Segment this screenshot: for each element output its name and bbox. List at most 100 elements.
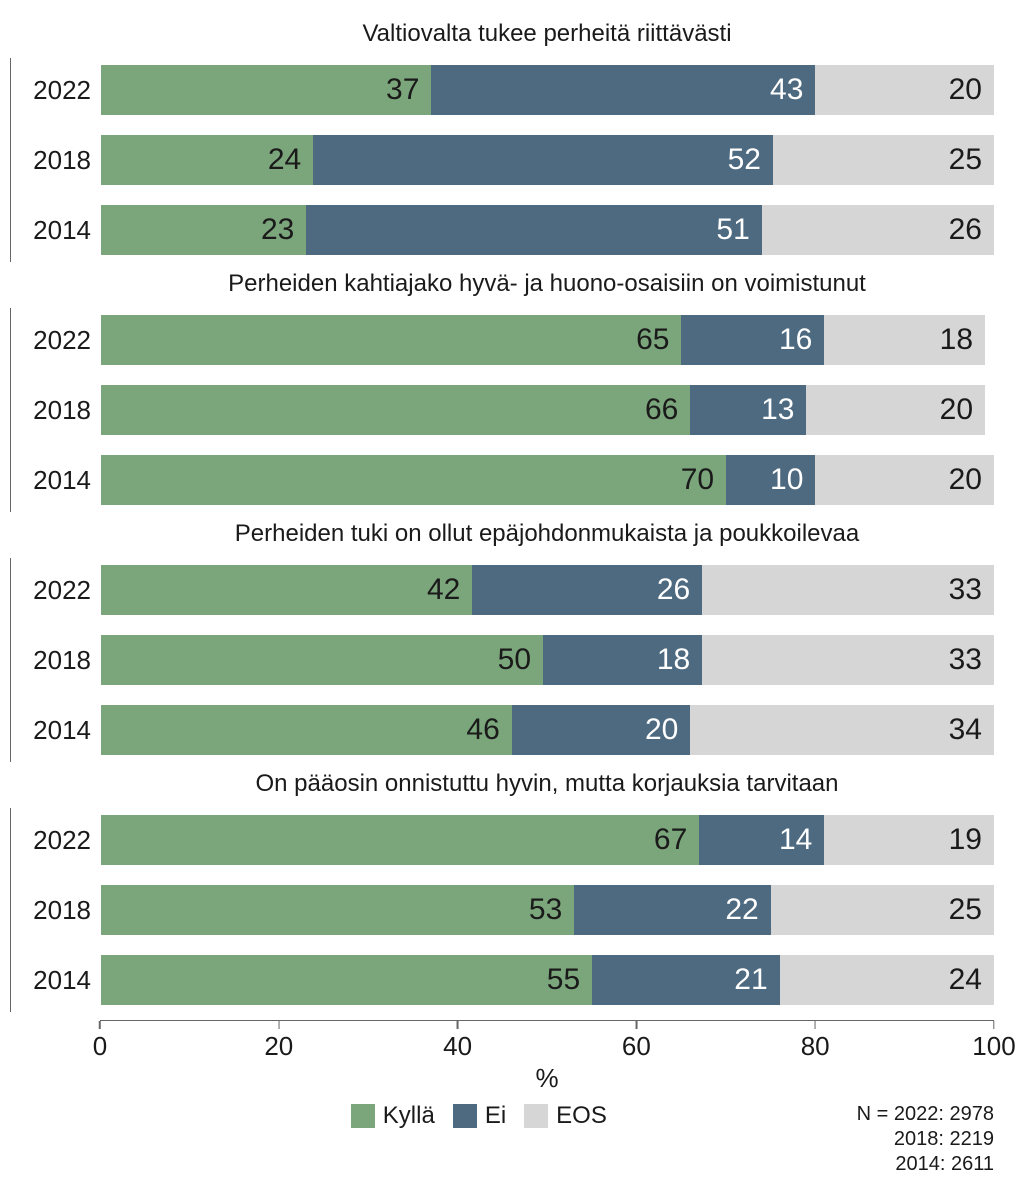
bar-row: 2018 66 13 20 [101, 378, 994, 442]
legend-label: EOS [556, 1102, 607, 1130]
segment-value: 37 [386, 73, 419, 107]
segment-eos: 20 [815, 65, 994, 115]
tick: 0 [93, 1021, 107, 1062]
bars-area: 2022 42 26 33 2018 50 18 33 2014 46 [10, 558, 994, 762]
segment-ei: 14 [699, 815, 824, 865]
bar-row: 2014 55 21 24 [101, 948, 994, 1012]
stacked-bar: 53 22 25 [101, 885, 994, 935]
axis-ticks: 0 20 40 60 80 100 [100, 1021, 994, 1061]
stacked-bar: 46 20 34 [101, 705, 994, 755]
stacked-bar: 42 26 33 [101, 565, 994, 615]
segment-kylla: 42 [101, 565, 472, 615]
segment-eos: 18 [824, 315, 985, 365]
segment-value: 19 [949, 823, 982, 857]
segment-eos: 25 [771, 885, 994, 935]
year-label: 2014 [11, 965, 91, 996]
stacked-bar: 24 52 25 [101, 135, 994, 185]
x-axis-label: % [100, 1063, 994, 1094]
segment-value: 52 [728, 143, 761, 177]
stacked-bar-chart: Valtiovalta tukee perheitä riittävästi 2… [10, 20, 994, 1177]
note-line: 2018: 2219 [857, 1127, 994, 1152]
segment-eos: 25 [773, 135, 994, 185]
bars-area: 2022 67 14 19 2018 53 22 25 2014 55 [10, 808, 994, 1012]
segment-value: 66 [645, 393, 678, 427]
segment-value: 33 [949, 643, 982, 677]
panel-title: Perheiden tuki on ollut epäjohdonmukaist… [10, 520, 994, 548]
segment-value: 50 [498, 643, 531, 677]
stacked-bar: 55 21 24 [101, 955, 994, 1005]
segment-value: 53 [529, 893, 562, 927]
segment-value: 24 [268, 143, 301, 177]
panel-title: Perheiden kahtiajako hyvä- ja huono-osai… [10, 270, 994, 298]
tick: 80 [801, 1021, 830, 1062]
legend-row: Kyllä Ei EOS N = 2022: 2978 2018: 2219 2… [10, 1102, 994, 1177]
segment-value: 20 [949, 463, 982, 497]
segment-kylla: 23 [101, 205, 306, 255]
stacked-bar: 67 14 19 [101, 815, 994, 865]
legend-label: Ei [485, 1102, 506, 1130]
year-label: 2018 [11, 895, 91, 926]
year-label: 2022 [11, 75, 91, 106]
panel-1: Perheiden kahtiajako hyvä- ja huono-osai… [10, 270, 994, 512]
segment-ei: 21 [592, 955, 780, 1005]
legend-label: Kyllä [383, 1102, 435, 1130]
year-label: 2018 [11, 395, 91, 426]
bar-row: 2018 53 22 25 [101, 878, 994, 942]
segment-ei: 18 [543, 635, 702, 685]
segment-eos: 34 [690, 705, 994, 755]
tick-label: 100 [972, 1031, 1015, 1062]
segment-value: 34 [949, 713, 982, 747]
bar-row: 2022 65 16 18 [101, 308, 994, 372]
bar-row: 2022 37 43 20 [101, 58, 994, 122]
stacked-bar: 23 51 26 [101, 205, 994, 255]
segment-value: 23 [261, 213, 294, 247]
segment-kylla: 37 [101, 65, 431, 115]
segment-kylla: 24 [101, 135, 313, 185]
segment-ei: 16 [681, 315, 824, 365]
segment-value: 25 [949, 893, 982, 927]
segment-ei: 20 [512, 705, 691, 755]
tick: 100 [972, 1021, 1015, 1062]
bar-row: 2014 70 10 20 [101, 448, 994, 512]
segment-value: 20 [949, 73, 982, 107]
swatch-ei [453, 1104, 477, 1128]
tick-label: 80 [801, 1031, 830, 1062]
bars-area: 2022 65 16 18 2018 66 13 20 2014 70 [10, 308, 994, 512]
segment-value: 18 [940, 323, 973, 357]
year-label: 2014 [11, 715, 91, 746]
note-line: 2014: 2611 [857, 1152, 994, 1177]
segment-ei: 22 [574, 885, 770, 935]
segment-eos: 20 [806, 385, 985, 435]
year-label: 2022 [11, 325, 91, 356]
segment-kylla: 67 [101, 815, 699, 865]
segment-value: 42 [427, 573, 460, 607]
segment-kylla: 55 [101, 955, 592, 1005]
bar-row: 2018 50 18 33 [101, 628, 994, 692]
tick-label: 40 [443, 1031, 472, 1062]
stacked-bar: 66 13 20 [101, 385, 994, 435]
tick: 60 [622, 1021, 651, 1062]
segment-value: 26 [657, 573, 690, 607]
swatch-kylla [351, 1104, 375, 1128]
segment-value: 33 [949, 573, 982, 607]
year-label: 2022 [11, 575, 91, 606]
segment-ei: 43 [431, 65, 815, 115]
segment-kylla: 70 [101, 455, 726, 505]
segment-value: 46 [466, 713, 499, 747]
legend: Kyllä Ei EOS [351, 1102, 607, 1130]
segment-eos: 33 [702, 565, 994, 615]
segment-ei: 10 [726, 455, 815, 505]
panel-3: On pääosin onnistuttu hyvin, mutta korja… [10, 770, 994, 1012]
x-axis: 0 20 40 60 80 100 % [10, 1020, 994, 1094]
bar-row: 2022 42 26 33 [101, 558, 994, 622]
stacked-bar: 37 43 20 [101, 65, 994, 115]
segment-value: 25 [949, 143, 982, 177]
tick: 20 [264, 1021, 293, 1062]
segment-value: 13 [761, 393, 794, 427]
segment-value: 26 [949, 213, 982, 247]
segment-value: 67 [654, 823, 687, 857]
stacked-bar: 65 16 18 [101, 315, 994, 365]
tick-label: 60 [622, 1031, 651, 1062]
segment-kylla: 53 [101, 885, 574, 935]
segment-value: 55 [547, 963, 580, 997]
